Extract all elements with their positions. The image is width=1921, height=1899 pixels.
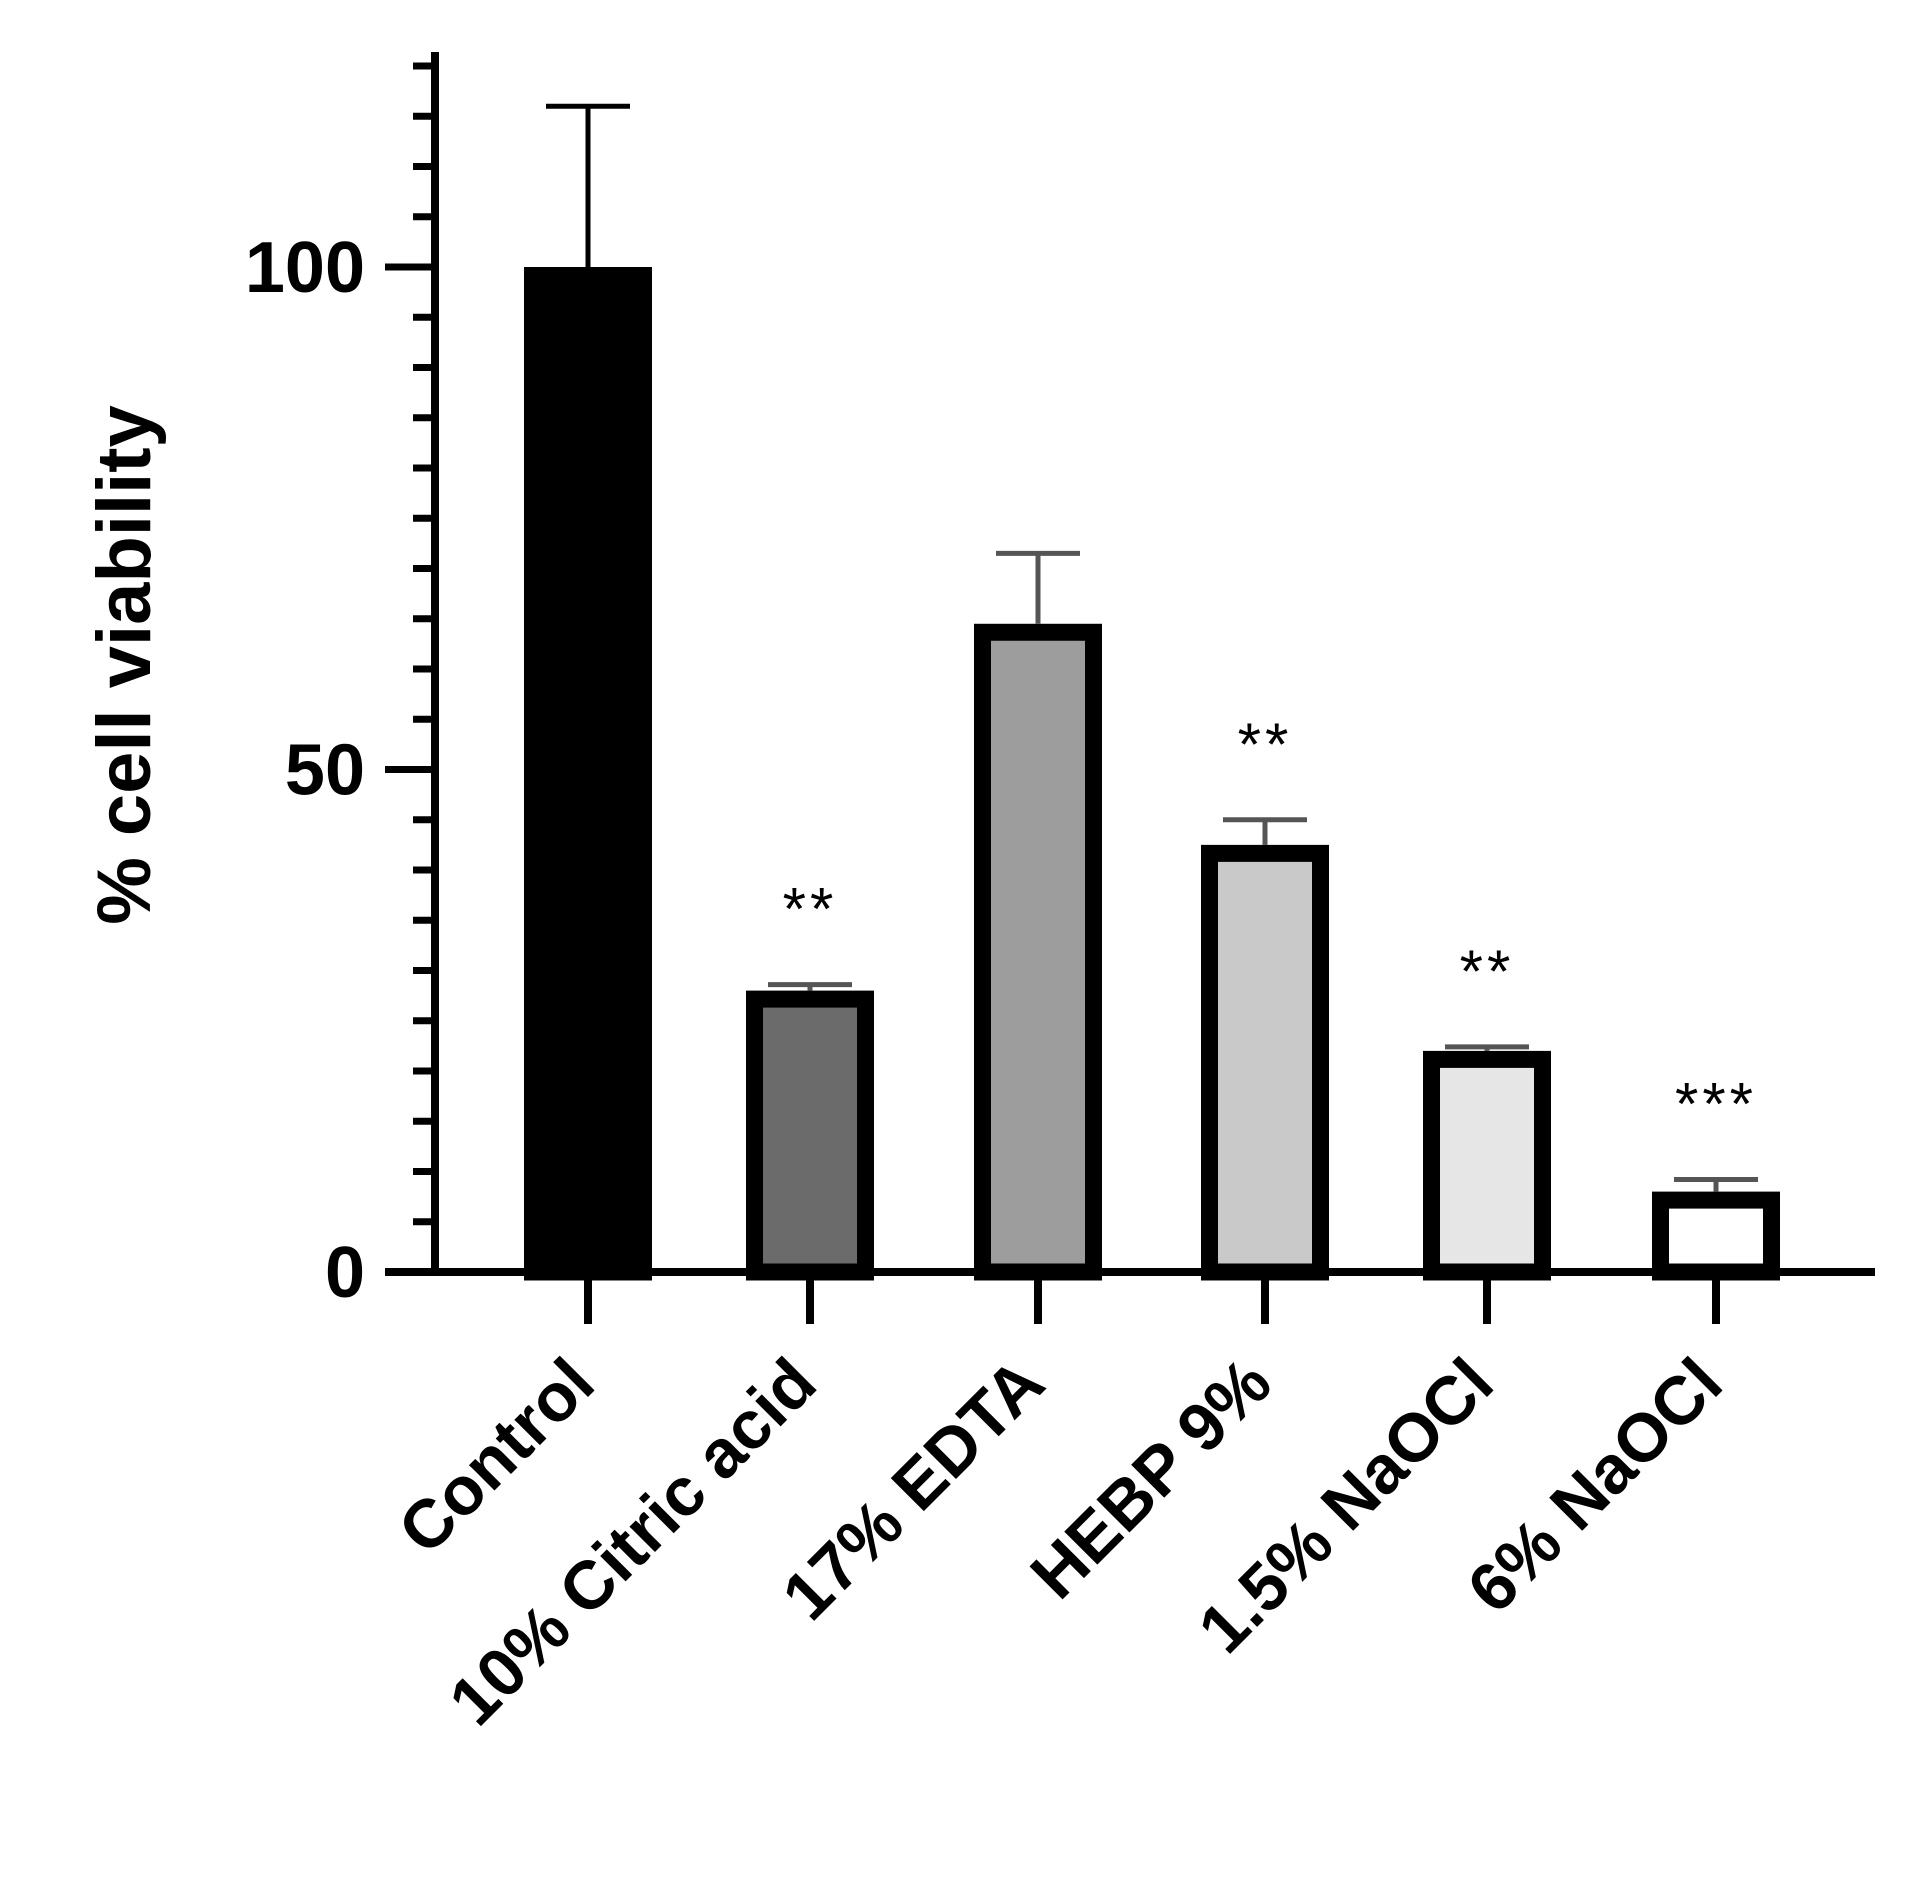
- bar-2: [974, 623, 1102, 1281]
- bar-4: [1423, 1050, 1551, 1281]
- significance-label-5: ***: [1675, 1071, 1757, 1138]
- bar-0: [524, 267, 652, 1281]
- y-tick-label: 0: [325, 1233, 365, 1313]
- bar-1: [746, 990, 874, 1281]
- bar-3: [1201, 844, 1329, 1281]
- y-axis-label: % cell viability: [82, 405, 167, 925]
- significance-label-3: **: [1238, 711, 1293, 778]
- y-tick-label: 100: [245, 228, 365, 308]
- significance-label-4: **: [1460, 938, 1515, 1005]
- bar-5: [1652, 1191, 1780, 1281]
- significance-label-1: **: [783, 876, 838, 943]
- x-tick-label-0: Control: [384, 1344, 609, 1569]
- error-bars: [546, 103, 1758, 1192]
- y-ticks: 0 50 100: [245, 62, 435, 1313]
- significance-markers: *********: [783, 711, 1757, 1138]
- bars: [524, 267, 1780, 1281]
- y-tick-label: 50: [285, 731, 365, 811]
